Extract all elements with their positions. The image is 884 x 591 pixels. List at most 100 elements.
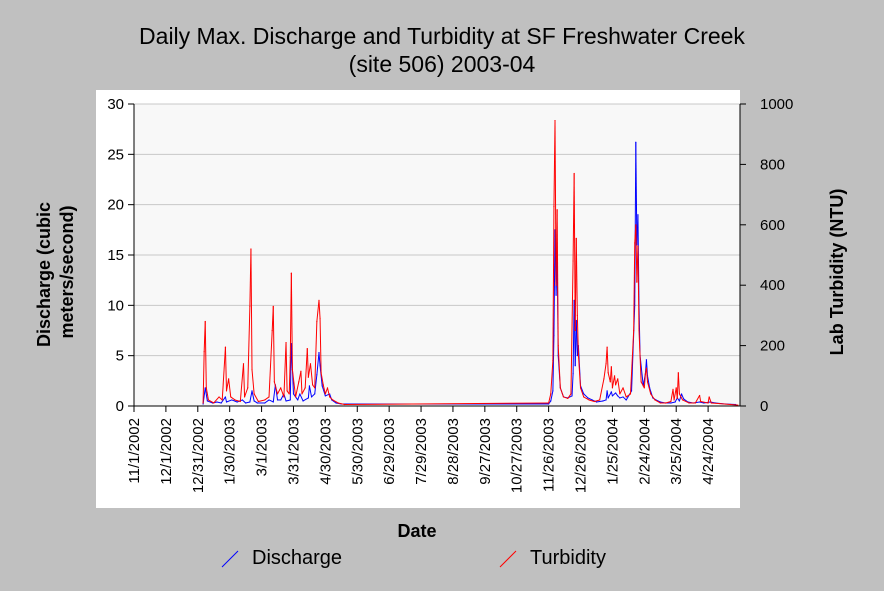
y-tick-label-6: 30 <box>107 96 124 113</box>
turbidity-point <box>322 384 324 386</box>
series-layer <box>202 120 739 406</box>
discharge-segment <box>552 335 555 391</box>
discharge-point <box>276 399 279 401</box>
turbidity-point <box>707 402 709 404</box>
turbidity-segment <box>268 330 273 397</box>
discharge-point <box>272 401 274 403</box>
turbidity-point <box>280 387 282 389</box>
turbidity-point <box>615 384 617 386</box>
discharge-segment <box>318 352 321 366</box>
turbidity-point <box>640 381 642 383</box>
discharge-point <box>310 396 313 398</box>
turbidity-point <box>552 360 554 362</box>
discharge-point <box>216 401 218 403</box>
turbidity-point <box>239 400 241 403</box>
discharge-segment <box>268 399 274 403</box>
turbidity-point <box>576 314 578 316</box>
discharge-segment <box>683 398 689 403</box>
turbidity-point <box>289 357 291 359</box>
turbidity-segment <box>633 242 636 331</box>
discharge-point <box>256 402 258 404</box>
turbidity-segment <box>647 381 652 395</box>
discharge-segment <box>242 399 246 404</box>
discharge-segment <box>251 390 255 402</box>
x-tick-label-12: 10/27/2003 <box>509 418 526 493</box>
turbidity-point <box>629 393 632 395</box>
x-axis-title: Date <box>397 521 436 541</box>
y2-tick-label-2: 400 <box>760 277 785 294</box>
turbidity-segment <box>300 371 303 394</box>
turbidity-point <box>574 329 576 332</box>
turbidity-point <box>249 305 251 307</box>
turbidity-segment <box>228 378 232 397</box>
discharge-segment <box>308 385 313 398</box>
chart-title-line1: Daily Max. Discharge and Turbidity at SF… <box>139 23 745 49</box>
discharge-segment <box>580 385 585 395</box>
turbidity-segment <box>221 347 226 400</box>
turbidity-point <box>633 329 635 332</box>
turbidity-segment <box>637 245 640 331</box>
turbidity-segment <box>288 357 291 394</box>
discharge-point <box>611 395 614 397</box>
turbidity-point <box>288 393 290 395</box>
x-tick-label-13: 11/26/2003 <box>541 418 558 492</box>
discharge-point <box>619 397 621 399</box>
turbidity-point <box>673 399 675 401</box>
turbidity-point <box>213 402 215 404</box>
turbidity-point <box>550 393 552 395</box>
turbidity-point <box>555 284 557 286</box>
turbidity-point <box>324 393 326 395</box>
turbidity-segment <box>677 372 680 394</box>
discharge-point <box>314 393 316 395</box>
discharge-segment <box>302 397 309 402</box>
x-tick-label-2: 12/31/2002 <box>190 418 207 493</box>
turbidity-point <box>225 390 228 392</box>
turbidity-point <box>243 396 246 398</box>
discharge-point <box>605 399 607 401</box>
turbidity-segment <box>272 306 275 382</box>
turbidity-point <box>332 399 334 401</box>
turbidity-segment <box>239 363 245 402</box>
discharge-segment <box>249 390 253 403</box>
y-tick-label-2: 10 <box>107 297 124 314</box>
turbidity-segment <box>277 387 282 395</box>
turbidity-point <box>603 378 605 380</box>
turbidity-point <box>242 363 245 365</box>
discharge-segment <box>606 390 609 399</box>
turbidity-point <box>577 354 580 356</box>
discharge-point <box>285 400 287 402</box>
turbidity-point <box>312 384 314 386</box>
y2-tick-label-0: 0 <box>760 398 768 415</box>
discharge-segment <box>272 384 276 403</box>
discharge-point <box>289 399 291 401</box>
y-tick-label-0: 0 <box>116 398 124 415</box>
discharge-segment <box>264 399 270 404</box>
legend-swatch-discharge <box>221 550 239 568</box>
turbidity-point <box>230 396 232 398</box>
turbidity-segment <box>603 363 607 379</box>
turbidity-point <box>637 245 639 247</box>
discharge-segment <box>583 393 589 399</box>
x-tick-label-16: 2/24/2004 <box>636 418 653 485</box>
discharge-segment <box>321 385 326 397</box>
turbidity-point <box>575 237 577 239</box>
discharge-segment <box>289 343 292 400</box>
axes: 0 5 10 15 20 25 30 0 200 400 600 800 1000 11/1/2002 12… <box>107 96 793 493</box>
turbidity-segment <box>583 396 590 401</box>
turbidity-point <box>314 387 316 389</box>
discharge-segment <box>615 392 619 397</box>
discharge-point <box>587 397 589 399</box>
discharge-point <box>225 401 228 403</box>
discharge-segment <box>204 387 208 402</box>
discharge-segment <box>307 385 310 398</box>
turbidity-point <box>203 351 205 353</box>
turbidity-point <box>708 396 710 398</box>
discharge-point <box>548 403 550 405</box>
series-turbidity <box>202 120 739 406</box>
discharge-point <box>583 393 585 395</box>
x-tick-label-3: 1/30/2003 <box>222 418 239 485</box>
legend-item-discharge: Discharge <box>221 547 342 569</box>
turbidity-point <box>650 393 652 395</box>
turbidity-segment <box>552 206 555 361</box>
turbidity-segment <box>314 321 318 388</box>
